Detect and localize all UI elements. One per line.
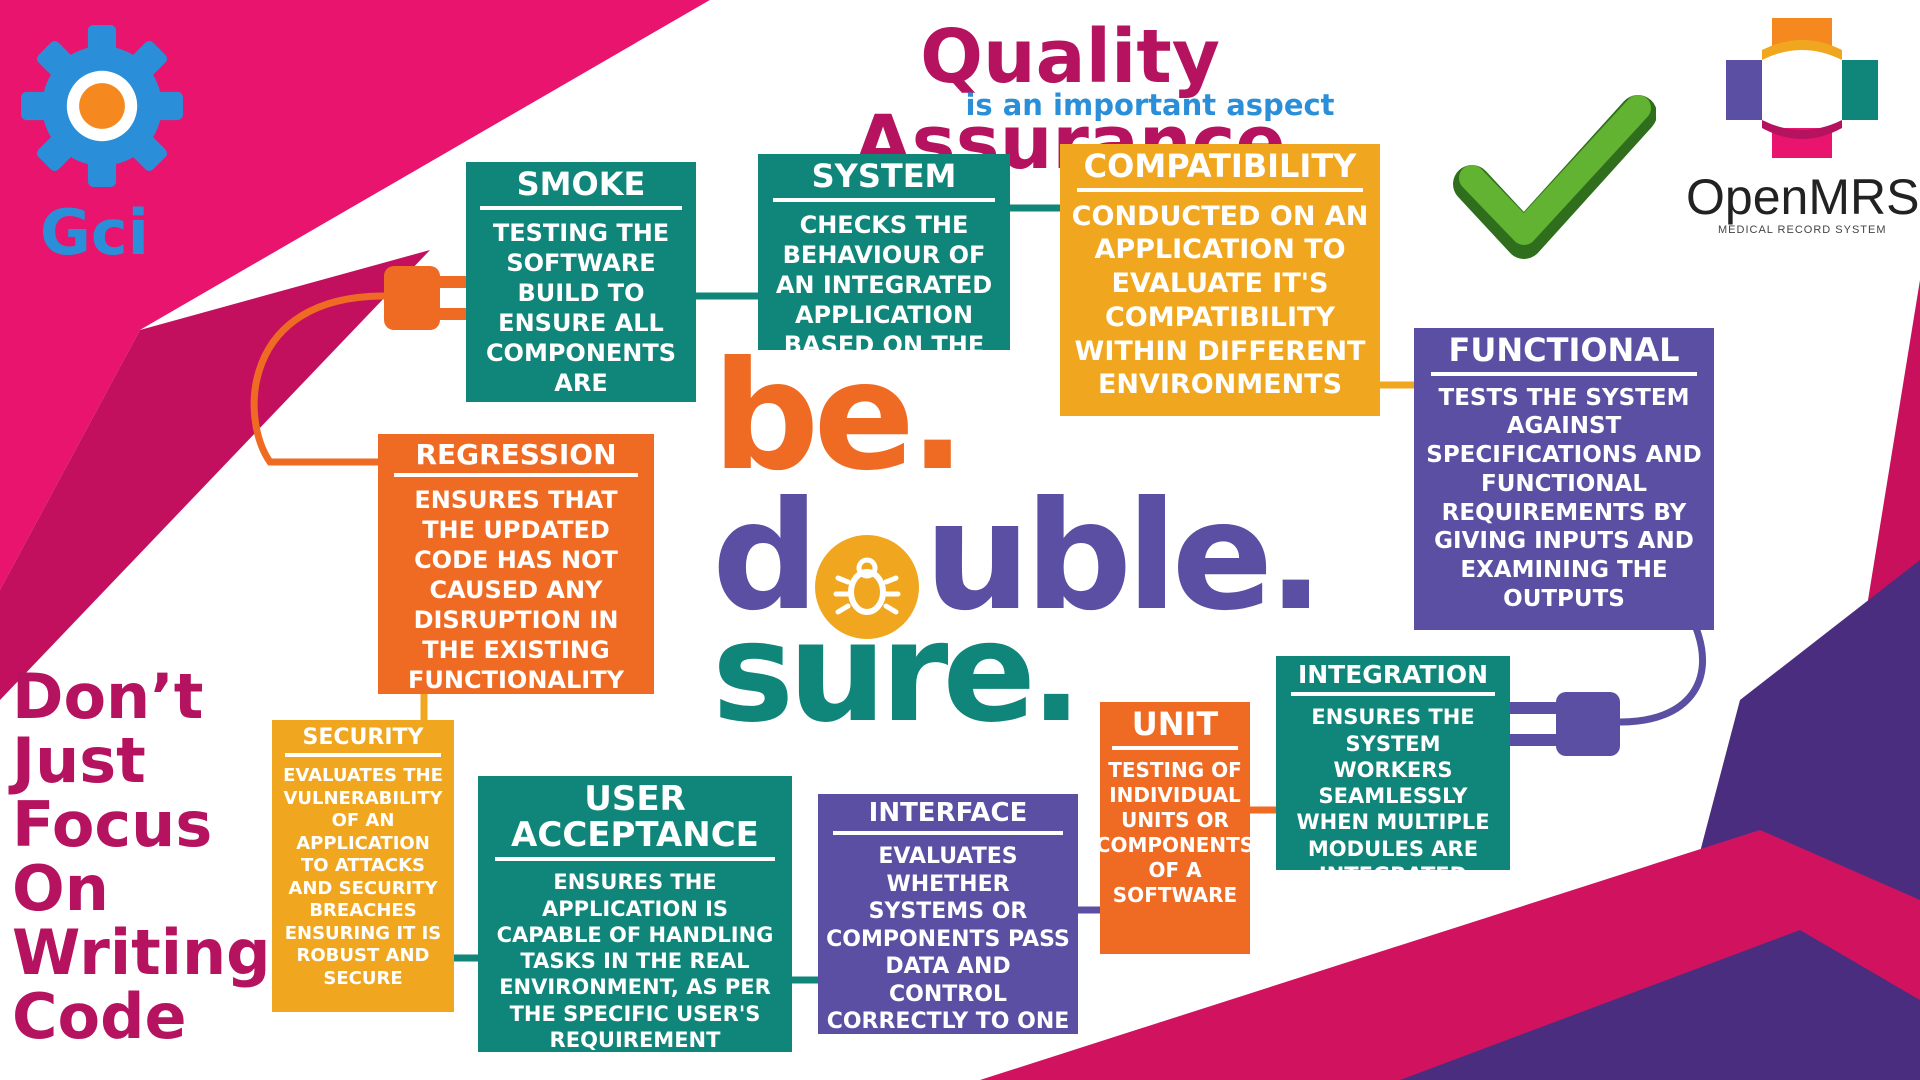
openmrs-logo-text: OpenMRS	[1686, 169, 1920, 225]
checkmark-icon	[1453, 95, 1656, 259]
box-integration: INTEGRATION ENSURES THE SYSTEM WORKERS S…	[1276, 656, 1510, 887]
box-compatibility-title: COMPATIBILITY	[1077, 149, 1363, 192]
side-message-line: Don’t	[12, 660, 204, 733]
side-message-line: Focus	[12, 788, 213, 861]
box-integration-title: INTEGRATION	[1290, 661, 1496, 697]
gear-icon	[21, 25, 183, 187]
box-user-acceptance-title: USER ACCEPTANCE	[494, 781, 776, 862]
box-functional: FUNCTIONAL TESTS THE SYSTEM AGAINST SPEC…	[1414, 328, 1714, 630]
side-message-line: Just	[12, 724, 146, 797]
box-security-title: SECURITY	[284, 726, 442, 758]
box-compatibility-desc: CONDUCTED ON AN APPLICATION TO EVALUATE …	[1071, 200, 1369, 401]
box-unit: UNIT TESTING OF INDIVIDUAL UNITS OR COMP…	[1096, 702, 1254, 954]
box-unit-desc: TESTING OF INDIVIDUAL UNITS OR COMPONENT…	[1095, 757, 1255, 907]
bug-icon	[815, 535, 919, 639]
openmrs-tagline: MEDICAL RECORD SYSTEM	[1718, 224, 1887, 236]
box-user-acceptance-desc: ENSURES THE APPLICATION IS CAPABLE OF HA…	[496, 870, 774, 1052]
wire-plug-regression	[250, 292, 385, 466]
page-subtitle: is an important aspect	[965, 88, 1335, 122]
slogan-sure: sure.	[712, 592, 1082, 753]
bg-left-pink	[0, 0, 710, 590]
side-message: Don’t Just Focus On Writing Code	[12, 660, 271, 1053]
box-system-title: SYSTEM	[773, 159, 995, 202]
bg-bottom-purple	[1400, 930, 1920, 1080]
box-interface: INTERFACE EVALUATES WHETHER SYSTEMS OR C…	[818, 794, 1078, 1062]
box-system-desc: CHECKS THE BEHAVIOUR OF AN INTEGRATED AP…	[775, 210, 993, 389]
box-smoke-desc: TESTING THE SOFTWARE BUILD TO ENSURE ALL…	[485, 218, 677, 457]
box-regression-desc: ENSURES THAT THE UPDATED CODE HAS NOT CA…	[408, 486, 624, 695]
side-message-line: On	[12, 852, 109, 925]
box-interface-desc: EVALUATES WHETHER SYSTEMS OR COMPONENTS …	[826, 844, 1070, 1062]
box-unit-title: UNIT	[1112, 707, 1238, 750]
side-message-line: Code	[12, 980, 187, 1053]
box-regression: REGRESSION ENSURES THAT THE UPDATED CODE…	[378, 434, 654, 694]
wire-functional-plug	[1619, 626, 1707, 726]
box-smoke-title: SMOKE	[480, 167, 682, 210]
plug-icon	[384, 266, 466, 330]
box-smoke: SMOKE TESTING THE SOFTWARE BUILD TO ENSU…	[466, 162, 696, 457]
gci-logo-text: Gci	[40, 196, 149, 269]
box-interface-title: INTERFACE	[833, 799, 1063, 836]
box-compatibility: COMPATIBILITY CONDUCTED ON AN APPLICATIO…	[1060, 144, 1380, 416]
slogan-be: be.	[712, 330, 966, 504]
box-system: SYSTEM CHECKS THE BEHAVIOUR OF AN INTEGR…	[758, 154, 1010, 389]
plug-icon	[1510, 692, 1620, 756]
slogan-double-d: d	[712, 470, 819, 644]
box-functional-desc: TESTS THE SYSTEM AGAINST SPECIFICATIONS …	[1426, 384, 1702, 612]
box-integration-desc: ENSURES THE SYSTEM WORKERS SEAMLESSLY WH…	[1296, 705, 1490, 887]
side-message-line: Writing	[12, 916, 271, 989]
box-security: SECURITY EVALUATES THE VULNERABILITY OF …	[272, 720, 454, 1012]
slogan-double-rest: uble.	[924, 470, 1324, 644]
box-user-acceptance: USER ACCEPTANCE ENSURES THE APPLICATION …	[478, 776, 792, 1052]
box-regression-title: REGRESSION	[393, 440, 639, 478]
openmrs-cross-icon	[1726, 18, 1878, 158]
bg-left-shade	[0, 250, 430, 700]
box-security-desc: EVALUATES THE VULNERABILITY OF AN APPLIC…	[283, 765, 443, 989]
box-functional-title: FUNCTIONAL	[1430, 333, 1698, 376]
